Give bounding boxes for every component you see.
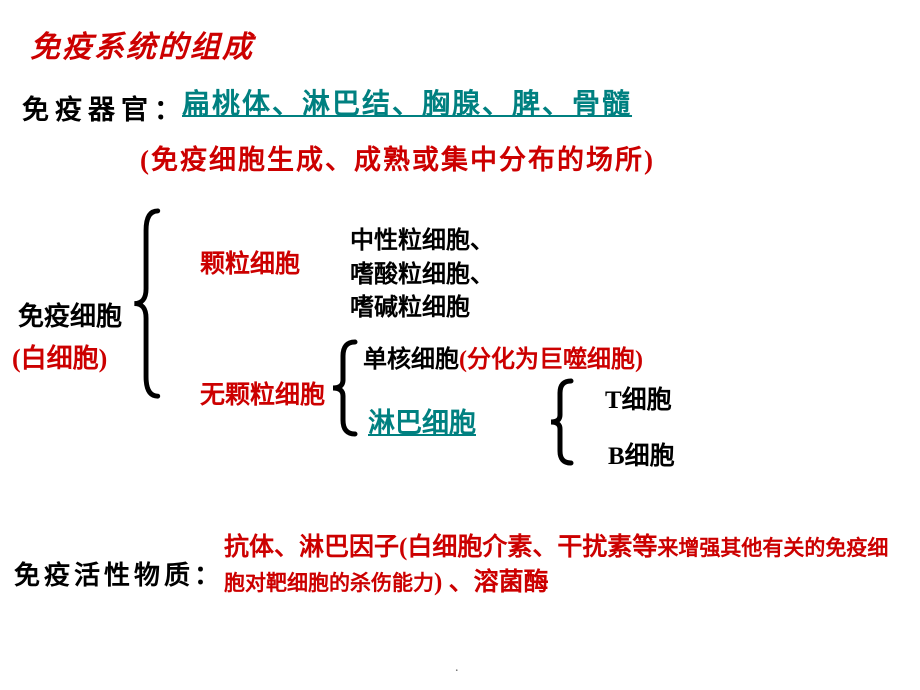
t-cell-text: T细胞 xyxy=(605,380,672,416)
brace-icon xyxy=(327,338,363,443)
b-cell-text: B细胞 xyxy=(608,436,675,472)
immune-active-label: 免疫活性物质： xyxy=(14,555,224,592)
page-title: 免疫系统的组成 xyxy=(30,22,254,66)
immune-active-content: 抗体、淋巴因子(白细胞介素、干扰素等来增强其他有关的免疫细胞对靶细胞的杀伤能力)… xyxy=(224,530,894,600)
monocyte-text: 单核细胞(分化为巨噬细胞) xyxy=(363,339,643,374)
eosinophil-text: 嗜酸粒细胞、 xyxy=(350,259,494,293)
immune-organ-note: (免疫细胞生成、成熟或集中分布的场所) xyxy=(140,138,655,177)
immune-active-main: 抗体、淋巴因子(白细胞介素、干扰素等 xyxy=(224,534,657,561)
immune-organ-content: 扁桃体、淋巴结、胸腺、脾、骨髓 xyxy=(182,82,632,122)
lymphocyte-text: 淋巴细胞 xyxy=(368,401,476,440)
footer-dot: . xyxy=(455,660,459,676)
neutrophil-text: 中性粒细胞、 xyxy=(350,225,494,259)
monocyte-name: 单核细胞 xyxy=(363,347,459,373)
granule-cell-list: 中性粒细胞、 嗜酸粒细胞、 嗜碱粒细胞 xyxy=(350,225,494,326)
brace-icon xyxy=(128,206,168,406)
granule-cell-label: 颗粒细胞 xyxy=(200,244,300,280)
monocyte-note: (分化为巨噬细胞) xyxy=(459,347,643,373)
basophil-text: 嗜碱粒细胞 xyxy=(350,292,494,326)
immune-cell-label: 免疫细胞 xyxy=(18,296,122,333)
immune-organ-label: 免疫器官： xyxy=(22,88,187,127)
immune-cell-sublabel: (白细胞) xyxy=(12,338,107,375)
nongranule-cell-label: 无颗粒细胞 xyxy=(200,375,325,411)
immune-active-end: ) 、溶菌酶 xyxy=(434,569,549,596)
brace-icon xyxy=(545,377,579,472)
